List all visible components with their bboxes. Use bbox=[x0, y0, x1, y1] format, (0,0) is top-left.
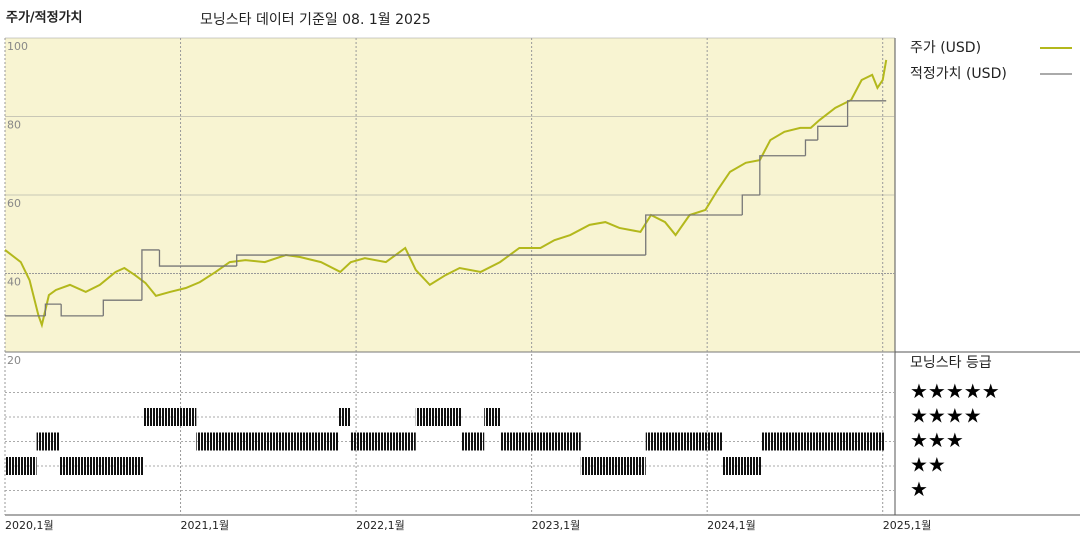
rating-label: ★★★ bbox=[910, 428, 964, 452]
y-tick-label: 80 bbox=[7, 119, 21, 132]
rating-bar bbox=[338, 408, 351, 426]
rating-bar bbox=[415, 408, 462, 426]
rating-bar bbox=[143, 408, 197, 426]
legend-label: 주가 (USD) bbox=[910, 40, 981, 56]
legend-label: 적정가치 (USD) bbox=[910, 66, 1007, 82]
rating-label: ★ bbox=[910, 477, 928, 501]
rating-label: ★★ bbox=[910, 453, 946, 477]
fair-value-step bbox=[817, 125, 848, 141]
fair-value-step bbox=[645, 214, 743, 256]
rating-bar bbox=[500, 432, 581, 451]
fair-value-step bbox=[741, 194, 760, 216]
x-tick-label: 2025,1월 bbox=[883, 519, 932, 532]
rating-label: ★★★★★ bbox=[910, 379, 1000, 403]
rating-bar bbox=[484, 408, 501, 426]
price-line bbox=[4, 59, 888, 329]
fair-value-step bbox=[141, 249, 160, 301]
rating-bar bbox=[36, 432, 60, 451]
chart-title: 주가/적정가치 bbox=[6, 10, 83, 26]
rating-bar bbox=[59, 457, 144, 475]
fair-value-step bbox=[158, 249, 237, 267]
rating-bar bbox=[350, 432, 416, 451]
rating-bar bbox=[645, 432, 723, 451]
rating-bar bbox=[580, 457, 646, 475]
rating-bar bbox=[196, 432, 339, 451]
rating-bar bbox=[461, 432, 485, 451]
y-tick-label: 40 bbox=[7, 276, 21, 289]
fair-value-step bbox=[60, 304, 104, 317]
rating-bar bbox=[5, 457, 37, 475]
x-tick-label: 2021,1월 bbox=[181, 519, 230, 532]
rating-label: ★★★★ bbox=[910, 404, 982, 428]
fair-value-step bbox=[759, 155, 806, 195]
fair-value-step bbox=[804, 139, 818, 156]
chart-subtitle: 모닝스타 데이터 기준일 08. 1월 2025 bbox=[200, 12, 431, 28]
rating-bar bbox=[761, 432, 885, 451]
y-tick-label: 20 bbox=[7, 354, 21, 367]
x-tick-label: 2020,1월 bbox=[5, 519, 54, 532]
x-tick-label: 2023,1월 bbox=[532, 519, 581, 532]
fair-value-step bbox=[44, 303, 62, 316]
x-tick-label: 2024,1월 bbox=[707, 519, 756, 532]
y-tick-label: 100 bbox=[7, 40, 28, 53]
fair-value-step bbox=[846, 100, 887, 127]
rating-bar bbox=[722, 457, 762, 475]
y-tick-label: 60 bbox=[7, 197, 21, 210]
x-tick-label: 2022,1월 bbox=[356, 519, 405, 532]
fair-value-step bbox=[236, 254, 646, 267]
rating-title: 모닝스타 등급 bbox=[910, 355, 992, 371]
fair-value-step bbox=[102, 299, 142, 316]
